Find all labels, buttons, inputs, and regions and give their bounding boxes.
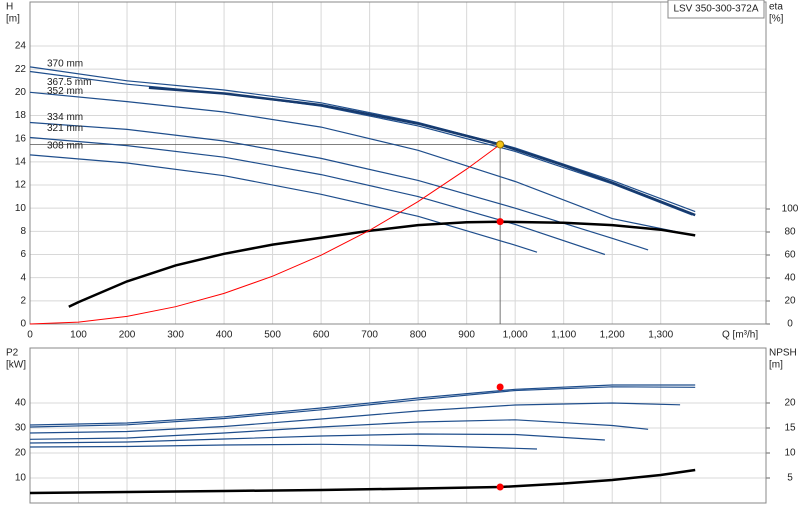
y2-axis-label: NPSH <box>769 348 797 359</box>
x-tick-label: 800 <box>410 330 427 341</box>
y-tick-label: 12 <box>15 180 27 191</box>
y-tick-label: 10 <box>15 203 27 214</box>
curve <box>29 384 696 426</box>
x-axis-label: Q [m³/h] <box>722 330 758 341</box>
x-tick-label: 400 <box>216 330 233 341</box>
curve <box>29 433 605 444</box>
x-tick-label: 200 <box>119 330 136 341</box>
x-tick-label: 500 <box>264 330 281 341</box>
curve-label: 367.5 mm <box>47 77 91 88</box>
y-tick-label: 40 <box>15 398 27 409</box>
y-tick-label: 18 <box>15 110 27 121</box>
plot-frame <box>29 347 767 504</box>
y2-tick-label: 100 <box>782 204 799 215</box>
y-tick-label: 14 <box>15 156 27 167</box>
operating-point <box>496 140 505 149</box>
curve <box>29 154 538 253</box>
y-axis-label: P2 <box>6 348 19 359</box>
curve <box>29 144 501 325</box>
y2-tick-label: 40 <box>784 273 796 284</box>
y2-tick-label: 20 <box>784 296 796 307</box>
curve <box>29 70 693 216</box>
curve <box>29 402 681 434</box>
y-tick-label: 24 <box>15 41 27 52</box>
curve-label: 334 mm <box>47 112 83 123</box>
x-tick-label: 900 <box>458 330 475 341</box>
curve <box>29 66 696 213</box>
y2-axis-unit: [m] <box>769 360 783 371</box>
curve-label: 352 mm <box>47 86 83 97</box>
x-tick-label: 600 <box>313 330 330 341</box>
curve <box>29 468 696 495</box>
y-tick-label: 8 <box>20 226 26 237</box>
y2-tick-label: 20 <box>784 398 796 409</box>
curve <box>29 386 696 428</box>
curve-label: 308 mm <box>47 141 83 152</box>
y-tick-label: 2 <box>20 295 26 306</box>
x-tick-label: 100 <box>70 330 87 341</box>
y-axis-unit: [kW] <box>6 360 26 371</box>
y-tick-label: 22 <box>15 64 27 75</box>
model-box <box>667 0 765 19</box>
y-tick-label: 20 <box>15 87 27 98</box>
y2-tick-label: 60 <box>784 250 796 261</box>
y-tick-label: 10 <box>15 473 27 484</box>
y2-axis-unit: [%] <box>769 14 784 25</box>
curve <box>29 443 538 450</box>
operating-point <box>496 383 504 391</box>
curve <box>29 121 649 251</box>
curve-label: 321 mm <box>47 123 83 134</box>
y-tick-label: 0 <box>20 319 26 330</box>
y2-tick-label: 5 <box>787 473 793 484</box>
y2-axis-label: eta <box>769 2 783 13</box>
x-tick-label: 1,000 <box>503 330 528 341</box>
y2-tick-label: 0 <box>787 319 793 330</box>
plot-frame <box>29 1 767 325</box>
x-tick-label: 1,200 <box>600 330 625 341</box>
x-tick-label: 1,100 <box>551 330 576 341</box>
x-tick-label: 300 <box>167 330 184 341</box>
model-label: LSV 350-300-372A <box>673 4 758 15</box>
x-tick-label: 1,300 <box>648 330 673 341</box>
x-tick-label: 0 <box>27 330 33 341</box>
operating-point <box>496 483 504 491</box>
curve <box>29 91 681 234</box>
y2-tick-label: 15 <box>784 423 796 434</box>
curve <box>148 86 696 217</box>
y2-tick-label: 80 <box>784 227 796 238</box>
curve-label: 370 mm <box>47 59 83 70</box>
y-tick-label: 6 <box>20 249 26 260</box>
y-tick-label: 30 <box>15 423 27 434</box>
y-axis-unit: [m] <box>6 14 20 25</box>
y-tick-label: 20 <box>15 448 27 459</box>
y-tick-label: 4 <box>20 272 26 283</box>
y-tick-label: 16 <box>15 133 27 144</box>
operating-point <box>496 218 504 226</box>
curve <box>29 419 649 440</box>
curve <box>29 136 606 256</box>
y2-tick-label: 10 <box>784 448 796 459</box>
x-tick-label: 700 <box>361 330 378 341</box>
y-axis-label: H <box>6 2 13 13</box>
